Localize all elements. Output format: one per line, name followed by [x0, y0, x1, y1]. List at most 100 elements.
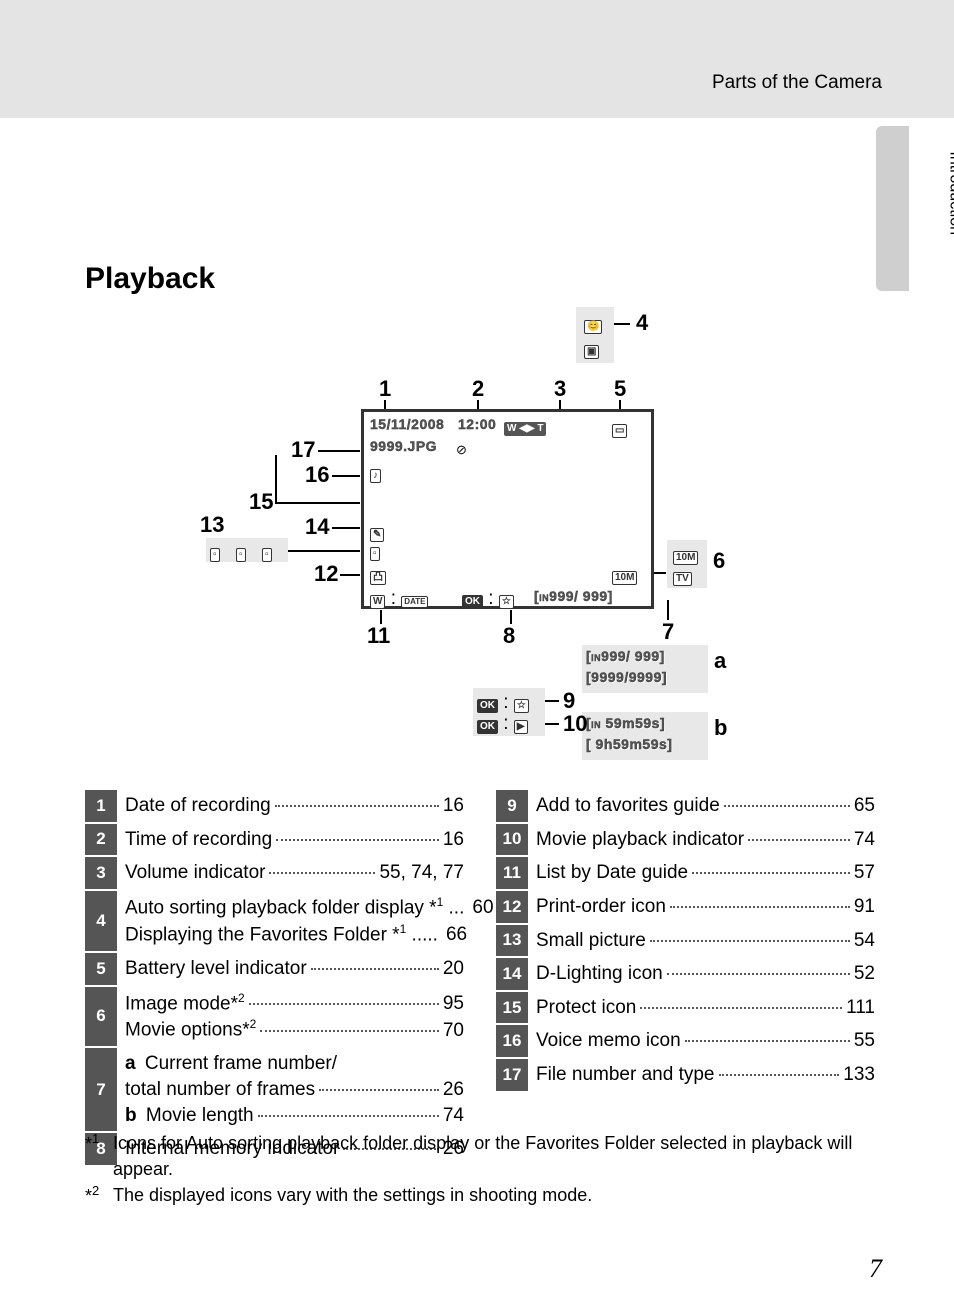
ref-row: 11List by Date guide57 [496, 855, 875, 889]
osd-date: 15/11/2008 [370, 416, 444, 432]
osd-time: 12:00 [458, 416, 496, 432]
ref-body: Print-order icon91 [528, 891, 875, 923]
leader-dots [719, 1074, 840, 1076]
ref-number: 10 [496, 824, 528, 856]
ghost-box: 10M TV [667, 540, 707, 588]
footnote-text: Icons for Auto sorting playback folder d… [113, 1130, 875, 1182]
ref-label: Auto sorting playback folder display *1 … [125, 894, 464, 921]
leader-line [380, 610, 382, 624]
ref-label: Small picture [536, 928, 646, 954]
ref-line: Print-order icon91 [536, 894, 875, 920]
battery-icon: ▭ [612, 417, 627, 439]
section-tab [876, 126, 909, 291]
leader-line [340, 574, 360, 576]
ref-label: b Movie length [125, 1103, 254, 1129]
leader-dots [319, 1089, 439, 1091]
leader-line [332, 527, 360, 529]
ref-number: 16 [496, 1025, 528, 1057]
callout-2: 2 [472, 376, 484, 402]
ghost-a2: 9999/9999 [591, 669, 662, 685]
ref-page: 74 [854, 827, 875, 853]
ref-number: 7 [85, 1048, 117, 1131]
ref-row: 15 Protect icon111 [496, 990, 875, 1024]
ref-number: 3 [85, 857, 117, 889]
image-mode-icon: 10M [612, 564, 637, 586]
leader-line [288, 550, 360, 552]
ref-page: 74 [443, 1103, 464, 1129]
ref-label: Time of recording [125, 827, 272, 853]
ref-page: 60 [472, 895, 493, 921]
ref-line: Date of recording16 [125, 793, 464, 819]
ref-line: D-Lighting icon52 [536, 961, 875, 987]
ref-number: 4 [85, 891, 117, 951]
ref-body: Voice memo icon55 [528, 1025, 875, 1057]
lcd-screen: 15/11/2008 12:00 W ◀▶ T ▭ 9999.JPG ⊘ ♪ ✎… [361, 409, 654, 609]
ref-row: 9Add to favorites guide65 [496, 788, 875, 822]
ref-page: 70 [443, 1018, 464, 1044]
ref-row: 1Date of recording16 [85, 788, 464, 822]
ghost-box: [IN 59m59s] [ 9h59m59s] [582, 712, 708, 760]
ref-body: a Current frame number/ total number of … [117, 1048, 464, 1131]
ref-label: Protect icon [536, 995, 636, 1021]
footnote: *1Icons for Auto sorting playback folder… [85, 1130, 875, 1182]
ref-body: Auto sorting playback folder display *1 … [117, 891, 464, 951]
callout-3: 3 [554, 376, 566, 402]
ref-number: 15 [496, 992, 528, 1024]
breadcrumb: Parts of the Camera [712, 72, 882, 94]
page-number: 7 [869, 1254, 882, 1284]
small-pic-variant-icon: ▫ [210, 548, 220, 562]
ref-page: 20 [443, 956, 464, 982]
protect-icon: ⊘ [456, 438, 467, 460]
leader-line [667, 600, 669, 620]
ghost-b2: 9h59m59s [591, 736, 667, 752]
leader-dots [275, 805, 439, 807]
ref-line: a Current frame number/ [125, 1051, 464, 1077]
ghost-a1: 999/ 999 [601, 648, 660, 664]
leader-line [545, 700, 559, 702]
ref-line: Movie playback indicator74 [536, 827, 875, 853]
ref-line: Auto sorting playback folder display *1 … [125, 894, 464, 921]
ref-line: Movie options*270 [125, 1016, 464, 1043]
ref-body: D-Lighting icon52 [528, 958, 875, 990]
mode-10m-icon: 10M [673, 551, 698, 565]
ref-label: Print-order icon [536, 894, 666, 920]
osd-frame-counter: [IN999/ 999] [534, 588, 613, 604]
ref-row: 10 Movie playback indicator74 [496, 822, 875, 856]
callout-12: 12 [314, 561, 338, 587]
small-pic-variant-icon: ▫ [262, 548, 272, 562]
ref-number: 12 [496, 891, 528, 923]
ref-line: Time of recording 16 [125, 827, 464, 853]
ref-body: File number and type133 [528, 1059, 875, 1091]
leader-dots [311, 968, 439, 970]
ref-page: 55 [854, 1028, 875, 1054]
ref-line: Battery level indicator20 [125, 956, 464, 982]
callout-15: 15 [249, 489, 273, 515]
ref-body: Date of recording16 [117, 790, 464, 822]
ref-number: 2 [85, 824, 117, 856]
ref-body: Small picture54 [528, 925, 875, 957]
print-order-icon: 凸 [370, 564, 386, 586]
ref-row: 5Battery level indicator20 [85, 951, 464, 985]
ref-page: 52 [854, 961, 875, 987]
ref-page: 65 [854, 793, 875, 819]
callout-14: 14 [305, 514, 329, 540]
ref-label: Volume indicator [125, 860, 265, 886]
page-title: Playback [85, 262, 215, 296]
leader-line [318, 450, 360, 452]
ref-column-right: 9Add to favorites guide6510 Movie playbac… [496, 788, 875, 1165]
leader-dots [650, 940, 850, 942]
ref-line: total number of frames26 [125, 1077, 464, 1103]
ok-play-icon: OK : ▶ [477, 713, 528, 735]
ref-label: Displaying the Favorites Folder *1 ..... [125, 921, 438, 948]
ref-body: Time of recording 16 [117, 824, 464, 856]
ref-page: 16 [443, 827, 464, 853]
ref-line: Protect icon111 [536, 995, 875, 1021]
ref-line: Volume indicator55, 74, 77 [125, 860, 464, 886]
ref-body: List by Date guide57 [528, 857, 875, 889]
ref-label: File number and type [536, 1062, 715, 1088]
leader-line [654, 572, 666, 574]
ref-number: 17 [496, 1059, 528, 1091]
ref-body: Movie playback indicator74 [528, 824, 875, 856]
callout-b: b [714, 715, 727, 741]
ref-row: 12 Print-order icon91 [496, 889, 875, 923]
